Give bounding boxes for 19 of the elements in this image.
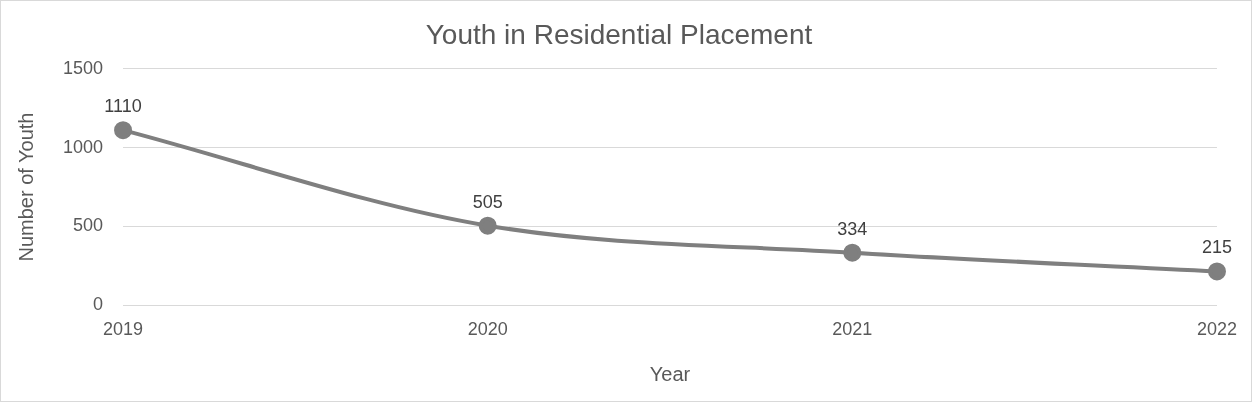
point [843,243,862,262]
point [1207,262,1226,281]
x-axis-title: Year [649,362,691,385]
chart-title: Youth in Residential Placement [425,18,813,50]
data-label: 334 [837,218,868,239]
x-tick-label: 2022 [1196,319,1237,340]
x-tick-label: 2021 [832,319,873,340]
data-label: 1110 [104,96,142,117]
y-tick-label: 1000 [63,136,104,157]
point [478,216,497,235]
point [114,121,133,140]
data-label: 215 [1201,237,1232,258]
y-tick-label: 1500 [63,57,104,78]
y-tick-label: 0 [93,294,104,315]
y-axis-title: Number of Youth [14,112,37,262]
data-label: 505 [472,191,503,212]
x-tick-label: 2020 [467,319,508,340]
x-tick-label: 2019 [103,319,144,340]
y-tick-label: 500 [73,215,104,236]
